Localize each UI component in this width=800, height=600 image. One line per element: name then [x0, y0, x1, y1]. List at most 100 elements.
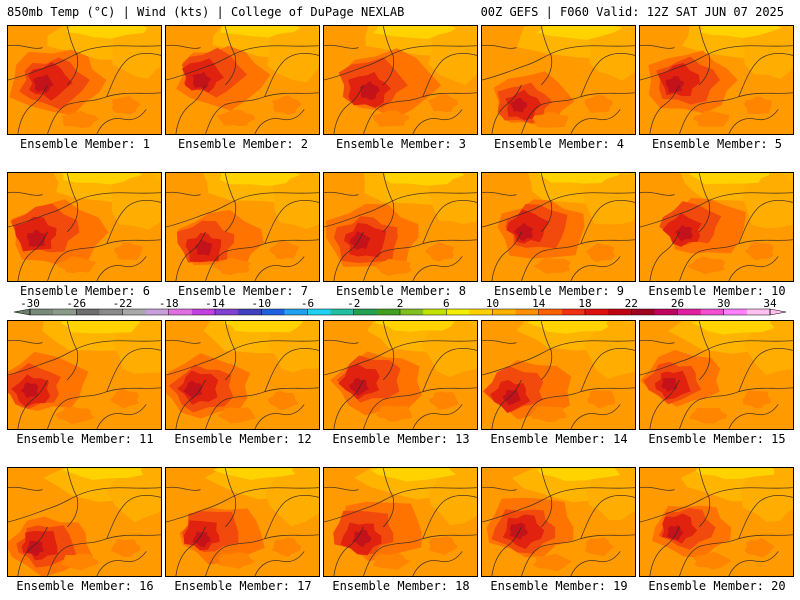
colorbar-segment — [99, 309, 123, 315]
colorbar-tick-label: 18 — [578, 297, 591, 310]
colorbar-tick-label: 26 — [671, 297, 684, 310]
ensemble-member-map — [639, 25, 794, 135]
colorbar-segment — [723, 309, 748, 315]
colorbar-tick-label: -2 — [347, 297, 360, 310]
ensemble-member-map — [639, 172, 794, 282]
colorbar-segment — [191, 309, 216, 315]
colorbar-segment — [145, 309, 170, 315]
colorbar-segment — [238, 309, 262, 315]
ensemble-member-map — [481, 320, 636, 430]
temperature-field — [8, 468, 161, 576]
temperature-field — [640, 26, 793, 134]
colorbar-segment — [353, 309, 378, 315]
colorbar-segment — [469, 309, 493, 315]
colorbar-tick-label: -6 — [301, 297, 314, 310]
ensemble-member-map — [165, 172, 320, 282]
ensemble-member-label: Ensemble Member: 16 — [16, 579, 154, 593]
ensemble-member-label: Ensemble Member: 11 — [16, 432, 154, 446]
ensemble-member-label: Ensemble Member: 15 — [648, 432, 786, 446]
ensemble-member-label: Ensemble Member: 8 — [335, 284, 467, 298]
temperature-field — [482, 321, 635, 429]
valid-time-label: 00Z GEFS | F060 Valid: 12Z SAT JUN 07 20… — [480, 5, 784, 19]
colorbar-segment — [376, 309, 401, 315]
colorbar-tick-label: -10 — [251, 297, 271, 310]
colorbar-segment — [400, 309, 424, 315]
temperature-field — [166, 468, 319, 576]
ensemble-member-label: Ensemble Member: 12 — [174, 432, 312, 446]
temperature-field — [166, 173, 319, 281]
colorbar-tick-label: -30 — [20, 297, 40, 310]
ensemble-member-map — [165, 320, 320, 430]
ensemble-member-label: Ensemble Member: 6 — [19, 284, 151, 298]
temperature-field — [640, 321, 793, 429]
colorbar-segment — [492, 309, 517, 315]
ensemble-member-map — [481, 172, 636, 282]
ensemble-member-map — [165, 467, 320, 577]
ensemble-member-label: Ensemble Member: 2 — [177, 137, 309, 151]
ensemble-member-map — [481, 25, 636, 135]
colorbar-segment — [700, 309, 725, 315]
temperature-field — [482, 468, 635, 576]
colorbar-segment — [76, 309, 100, 315]
ensemble-member-label: Ensemble Member: 3 — [335, 137, 467, 151]
colorbar-segment — [215, 309, 239, 315]
colorbar-segment — [423, 309, 447, 315]
colorbar-segment — [608, 309, 632, 315]
colorbar-segment — [654, 309, 678, 315]
colorbar-tick-label: 22 — [625, 297, 638, 310]
temperature-field — [482, 26, 635, 134]
colorbar-segment — [307, 309, 332, 315]
ensemble-member-label: Ensemble Member: 7 — [177, 284, 309, 298]
colorbar-tick-label: 30 — [717, 297, 730, 310]
ensemble-member-label: Ensemble Member: 9 — [493, 284, 625, 298]
colorbar-tick-label: -26 — [66, 297, 86, 310]
colorbar-segment — [168, 309, 193, 315]
ensemble-member-map — [323, 25, 478, 135]
ensemble-member-label: Ensemble Member: 14 — [490, 432, 628, 446]
ensemble-member-map — [323, 172, 478, 282]
temperature-field — [8, 321, 161, 429]
temperature-field — [324, 173, 477, 281]
colorbar-graphic: -30-26-22-18-14-10-6-2261014182226303438… — [13, 297, 787, 316]
ensemble-member-map — [323, 467, 478, 577]
ensemble-member-label: Ensemble Member: 20 — [648, 579, 786, 593]
colorbar-tick-label: 2 — [397, 297, 404, 310]
ensemble-member-map — [639, 467, 794, 577]
colorbar-segment — [561, 309, 586, 315]
colorbar-segment — [53, 309, 77, 315]
colorbar-segment — [446, 309, 470, 315]
ensemble-member-map — [481, 467, 636, 577]
ensemble-member-map — [7, 467, 162, 577]
temperature-field — [640, 173, 793, 281]
ensemble-member-label: Ensemble Member: 1 — [19, 137, 151, 151]
colorbar-segment — [122, 309, 147, 315]
ensemble-member-label: Ensemble Member: 5 — [651, 137, 783, 151]
ensemble-member-label: Ensemble Member: 19 — [490, 579, 628, 593]
temperature-field — [8, 26, 161, 134]
colorbar-segment — [330, 309, 355, 315]
ensemble-member-label: Ensemble Member: 10 — [648, 284, 786, 298]
temperature-field — [324, 26, 477, 134]
colorbar-segment — [677, 309, 702, 315]
ensemble-member-label: Ensemble Member: 18 — [332, 579, 470, 593]
ensemble-member-map — [7, 320, 162, 430]
ensemble-member-map — [7, 25, 162, 135]
colorbar-segment — [30, 309, 54, 315]
temperature-field — [166, 26, 319, 134]
colorbar-segment — [746, 309, 771, 315]
temperature-field — [166, 321, 319, 429]
ensemble-member-label: Ensemble Member: 4 — [493, 137, 625, 151]
colorbar-segment — [631, 309, 655, 315]
temperature-field — [640, 468, 793, 576]
colorbar-segment — [261, 309, 285, 315]
ensemble-member-map — [323, 320, 478, 430]
temperature-field — [324, 468, 477, 576]
ensemble-member-map — [7, 172, 162, 282]
temperature-colorbar: -30-26-22-18-14-10-6-2261014182226303438… — [0, 297, 800, 323]
temperature-field — [482, 173, 635, 281]
colorbar-tick-label: 14 — [532, 297, 546, 310]
colorbar-tick-label: -22 — [113, 297, 133, 310]
ensemble-member-label: Ensemble Member: 17 — [174, 579, 312, 593]
colorbar-tick-label: 10 — [486, 297, 499, 310]
colorbar-segment — [538, 309, 563, 315]
